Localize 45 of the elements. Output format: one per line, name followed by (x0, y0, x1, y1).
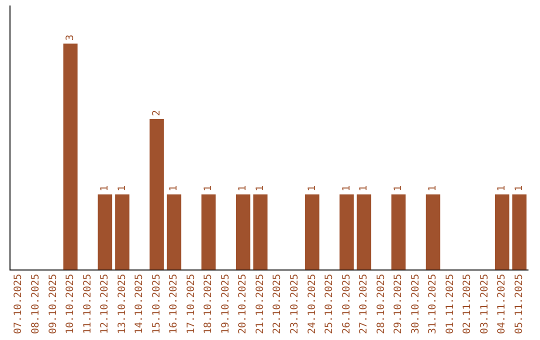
x-tick-label: 26.10.2025 (341, 274, 352, 334)
x-tick-label: 28.10.2025 (376, 274, 387, 334)
x-tick-label: 22.10.2025 (272, 274, 284, 334)
data-label: 1 (254, 185, 266, 192)
x-tick-label: 01.11.2025 (444, 274, 456, 334)
x-tick-label: 04.11.2025 (496, 274, 508, 334)
data-label: 1 (203, 185, 214, 192)
data-label: 1 (393, 185, 404, 192)
data-label: 3 (65, 34, 76, 41)
x-tick-label: 10.10.2025 (65, 274, 76, 334)
x-tick-label: 20.10.2025 (238, 274, 249, 334)
x-tick-label: 02.11.2025 (462, 274, 474, 334)
x-tick-label: 17.10.2025 (186, 274, 197, 334)
data-label: 1 (341, 185, 352, 192)
data-label: 1 (116, 185, 128, 192)
x-tick-label: 18.10.2025 (203, 274, 214, 334)
data-label: 1 (514, 185, 525, 192)
x-tick-label: 07.10.2025 (13, 274, 24, 334)
x-tick-label: 05.11.2025 (514, 274, 525, 334)
x-tick-label: 24.10.2025 (306, 274, 318, 334)
data-label: 1 (100, 185, 111, 192)
data-label: 1 (168, 185, 180, 192)
x-tick-label: 19.10.2025 (220, 274, 232, 334)
x-tick-label: 11.10.2025 (82, 274, 94, 334)
x-tick-label: 27.10.2025 (358, 274, 370, 334)
data-label: 1 (358, 185, 370, 192)
x-tick-label: 12.10.2025 (100, 274, 111, 334)
x-tick-label: 15.10.2025 (151, 274, 162, 334)
x-tick-label: 16.10.2025 (168, 274, 180, 334)
x-tick-label: 31.10.2025 (428, 274, 439, 334)
data-label: 2 (151, 110, 162, 116)
data-label: 1 (238, 185, 249, 192)
x-tick-label: 23.10.2025 (289, 274, 300, 334)
data-label: 1 (496, 185, 508, 192)
x-tick-label: 08.10.2025 (30, 274, 42, 334)
x-tick-label: 29.10.2025 (393, 274, 404, 334)
data-label: 1 (428, 185, 439, 192)
x-tick-label: 25.10.2025 (324, 274, 336, 334)
x-tick-label: 14.10.2025 (134, 274, 146, 334)
x-tick-label: 03.11.2025 (479, 274, 490, 334)
x-tick-label: 21.10.2025 (254, 274, 266, 334)
data-label: 1 (306, 185, 318, 192)
x-tick-label: 09.10.2025 (48, 274, 59, 334)
x-tick-label: 30.10.2025 (410, 274, 422, 334)
x-tick-label: 13.10.2025 (116, 274, 128, 334)
